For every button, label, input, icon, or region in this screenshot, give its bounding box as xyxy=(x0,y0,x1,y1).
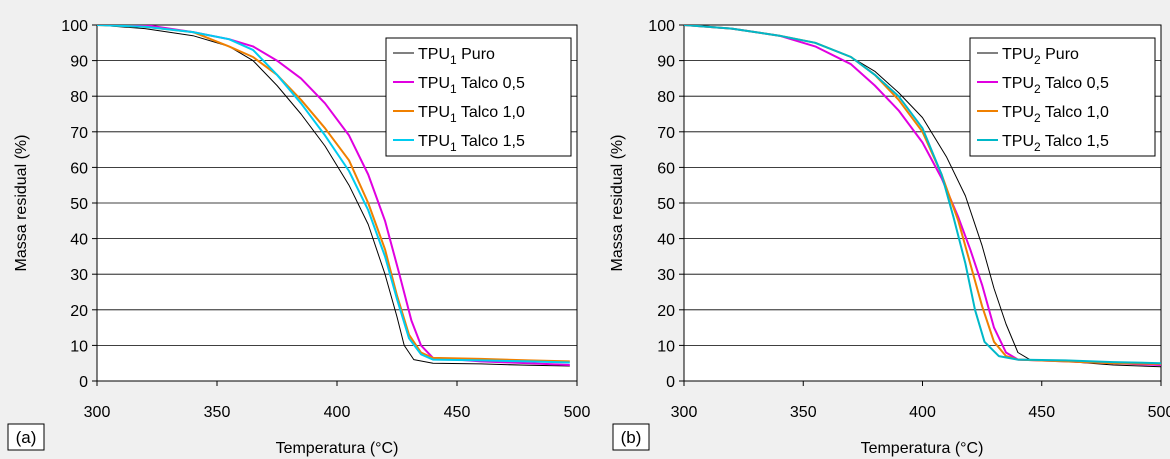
x-tick-label: 400 xyxy=(324,404,351,421)
y-tick-label: 10 xyxy=(70,338,88,355)
y-tick-label: 60 xyxy=(70,160,88,177)
x-tick-label: 300 xyxy=(671,404,698,421)
legend-entry: TPU2 Talco 1,5 xyxy=(1002,133,1109,154)
y-tick-label: 20 xyxy=(70,303,88,320)
x-tick-label: 300 xyxy=(84,404,111,421)
x-tick-label: 400 xyxy=(909,404,936,421)
y-tick-label: 50 xyxy=(70,196,88,213)
legend: TPU2 Puro TPU2 Talco 0,5 TPU2 Talco 1,0 TPU… xyxy=(969,37,1156,157)
y-tick-label: 80 xyxy=(657,89,675,106)
legend-entry: TPU2 Puro xyxy=(1002,46,1079,67)
x-tick-label: 350 xyxy=(790,404,817,421)
series-line xyxy=(97,25,570,363)
y-tick-label: 90 xyxy=(657,54,675,71)
y-tick-label: 60 xyxy=(657,160,675,177)
x-tick-label: 450 xyxy=(444,404,471,421)
legend-entry: TPU1 Talco 0,5 xyxy=(418,75,525,96)
panel-label-box xyxy=(7,423,45,451)
y-tick-label: 10 xyxy=(657,338,675,355)
legend-entry: TPU1 Puro xyxy=(418,46,495,67)
legend-entry: TPU2 Talco 1,0 xyxy=(1002,104,1109,125)
y-axis-label: Massa residual (%) xyxy=(609,135,626,272)
chart-panel-1: 0 10 20 30 40 50 60 70 80 90 100 300 350 400 450 500 Tem… xyxy=(7,18,591,457)
panel-label: (a) xyxy=(16,428,37,447)
y-tick-label: 50 xyxy=(657,196,675,213)
y-tick-label: 40 xyxy=(657,232,675,249)
y-axis-label: Massa residual (%) xyxy=(13,135,30,272)
x-axis-label: Temperatura (°C) xyxy=(276,440,399,457)
legend-entry: TPU1 Talco 1,0 xyxy=(418,104,525,125)
legend-box xyxy=(385,37,572,157)
series-line xyxy=(97,25,570,364)
x-tick-label: 450 xyxy=(1028,404,1055,421)
y-tick-label: 40 xyxy=(70,232,88,249)
y-tick-label: 100 xyxy=(648,18,675,35)
y-tick-label: 20 xyxy=(657,303,675,320)
y-tick-label: 70 xyxy=(70,125,88,142)
legend: TPU1 Puro TPU1 Talco 0,5 TPU1 Talco 1,0 TPU… xyxy=(385,37,572,157)
y-tick-label: 30 xyxy=(657,267,675,284)
y-tick-label: 90 xyxy=(70,54,88,71)
y-tick-label: 70 xyxy=(657,125,675,142)
y-tick-label: 0 xyxy=(666,374,675,391)
series-line xyxy=(684,25,1161,365)
y-tick-label: 80 xyxy=(70,89,88,106)
series-group xyxy=(684,25,1161,368)
series-group xyxy=(97,25,570,367)
legend-entry: TPU1 Talco 1,5 xyxy=(418,133,525,154)
y-tick-label: 30 xyxy=(70,267,88,284)
legend-box xyxy=(969,37,1156,157)
x-tick-label: 500 xyxy=(564,404,591,421)
y-tick-label: 0 xyxy=(79,374,88,391)
x-tick-label: 500 xyxy=(1148,404,1170,421)
chart-panel-2: 0 10 20 30 40 50 60 70 80 90 100 300 350 400 450 500 Tem… xyxy=(609,18,1170,457)
x-tick-label: 350 xyxy=(204,404,231,421)
x-axis-label: Temperatura (°C) xyxy=(861,440,984,457)
legend-entry: TPU2 Talco 0,5 xyxy=(1002,75,1109,96)
y-tick-label: 100 xyxy=(61,18,88,35)
panel-label-box xyxy=(612,423,650,451)
panel-label: (b) xyxy=(621,428,642,447)
